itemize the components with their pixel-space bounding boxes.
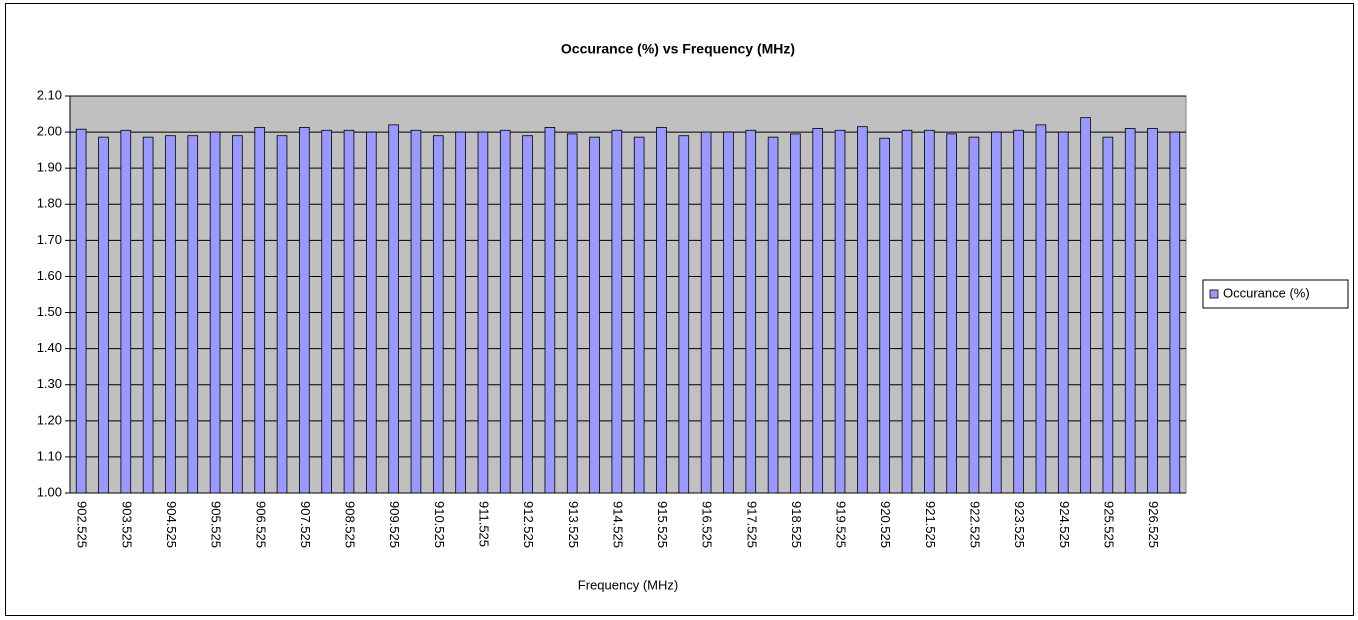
x-tick-label: 903.525 (119, 501, 134, 548)
bar (455, 131, 466, 494)
bar (544, 126, 556, 494)
x-tick-label: 913.525 (566, 501, 581, 548)
y-tick-label: 1.20 (37, 412, 62, 427)
bar (499, 129, 511, 494)
x-tick-label: 911.525 (476, 501, 491, 547)
x-tick-label: 926.525 (1146, 501, 1161, 548)
bar (968, 136, 980, 494)
x-tick-label: 924.525 (1057, 501, 1072, 548)
y-tick-label: 1.30 (37, 376, 62, 391)
bar (254, 126, 266, 494)
bar (75, 128, 87, 494)
bar (901, 129, 913, 494)
bar (611, 129, 623, 494)
y-tick-label: 1.00 (37, 484, 62, 499)
y-tick-label: 1.80 (37, 196, 62, 211)
x-tick-label: 904.525 (164, 501, 179, 548)
bar (589, 136, 600, 494)
x-tick-label: 907.525 (298, 501, 313, 548)
bar (946, 133, 957, 494)
bar (321, 129, 332, 494)
y-tick-label: 1.50 (37, 304, 62, 319)
y-tick-label: 2.00 (37, 124, 62, 139)
bar (790, 133, 801, 494)
x-tick-label: 905.525 (209, 501, 224, 548)
legend-swatch (1209, 289, 1219, 299)
bar (232, 135, 243, 494)
bar (366, 131, 377, 494)
bar (388, 124, 399, 494)
bar (566, 133, 578, 494)
bar (990, 131, 1002, 494)
bar (1102, 136, 1114, 494)
x-tick-label: 917.525 (744, 501, 759, 548)
bar (700, 131, 712, 494)
y-tick-label: 1.40 (37, 340, 62, 355)
x-tick-label: 906.525 (253, 501, 268, 548)
x-tick-label: 908.525 (343, 501, 358, 548)
x-tick-label: 914.525 (610, 501, 625, 548)
x-tick-label: 918.525 (789, 501, 804, 548)
y-tick-label: 1.90 (37, 160, 62, 175)
bar (1147, 128, 1158, 494)
x-tick-label: 925.525 (1101, 501, 1116, 548)
bar (834, 129, 846, 494)
bar (432, 135, 444, 494)
x-tick-label: 912.525 (521, 501, 536, 548)
bar (678, 135, 690, 494)
bar (1124, 128, 1136, 494)
bar (187, 135, 199, 494)
x-tick-label: 916.525 (700, 501, 715, 548)
legend-label: Occurance (%) (1223, 285, 1310, 300)
bar (1080, 117, 1091, 494)
y-tick-label: 1.70 (37, 232, 62, 247)
bar (276, 135, 288, 494)
bar (767, 136, 779, 494)
bar (209, 131, 221, 494)
x-tick-label: 919.525 (834, 501, 849, 548)
x-tick-label: 910.525 (432, 501, 447, 548)
bar (343, 129, 355, 494)
y-tick-label: 1.10 (37, 448, 62, 463)
chart-title: Occurance (%) vs Frequency (MHz) (561, 41, 795, 57)
y-tick-label: 1.60 (37, 268, 62, 283)
x-tick-label: 920.525 (878, 501, 893, 548)
bar (723, 131, 734, 494)
x-tick-label: 923.525 (1012, 501, 1027, 548)
bar (522, 135, 533, 494)
bar (633, 136, 645, 494)
bar (924, 129, 935, 494)
x-tick-label: 909.525 (387, 501, 402, 548)
x-tick-label: 922.525 (968, 501, 983, 548)
bar (857, 126, 868, 494)
bar (98, 136, 109, 494)
bar (1169, 131, 1181, 494)
bar (165, 135, 176, 494)
bar (812, 128, 824, 494)
bar (1013, 129, 1024, 494)
bar (1057, 131, 1069, 494)
x-tick-label: 921.525 (923, 501, 938, 548)
bar (299, 126, 310, 494)
bar (1035, 124, 1047, 494)
bar (142, 136, 154, 494)
x-tick-label: 902.525 (75, 501, 90, 548)
y-tick-label: 2.10 (37, 87, 62, 102)
x-tick-label: 915.525 (655, 501, 670, 548)
bar (656, 126, 667, 494)
bar (745, 129, 757, 494)
bar (120, 129, 132, 494)
bar (879, 137, 890, 494)
bar (477, 131, 489, 494)
legend-box (1202, 279, 1349, 309)
x-axis-label: Frequency (MHz) (578, 577, 678, 592)
bar (410, 129, 422, 494)
